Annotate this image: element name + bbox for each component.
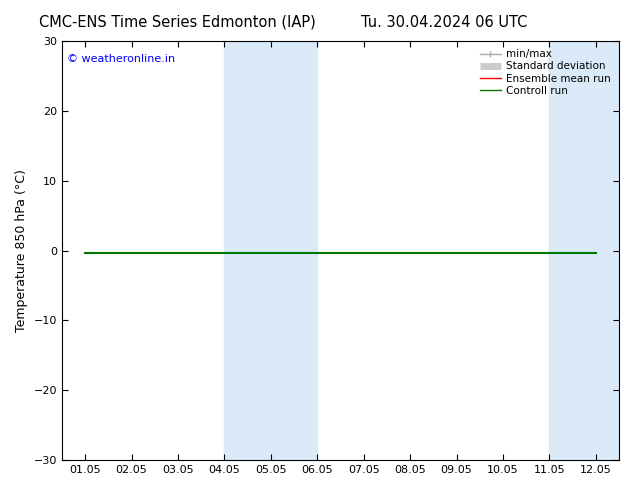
Y-axis label: Temperature 850 hPa (°C): Temperature 850 hPa (°C) [15, 169, 28, 332]
Text: CMC-ENS Time Series Edmonton (IAP): CMC-ENS Time Series Edmonton (IAP) [39, 15, 316, 30]
Bar [271, 41, 317, 460]
Text: Tu. 30.04.2024 06 UTC: Tu. 30.04.2024 06 UTC [361, 15, 527, 30]
Bar [224, 41, 271, 460]
Legend: min/max, Standard deviation, Ensemble mean run, Controll run: min/max, Standard deviation, Ensemble me… [477, 46, 614, 99]
Bar [596, 41, 634, 460]
Bar [550, 41, 596, 460]
Text: © weatheronline.in: © weatheronline.in [67, 53, 176, 64]
